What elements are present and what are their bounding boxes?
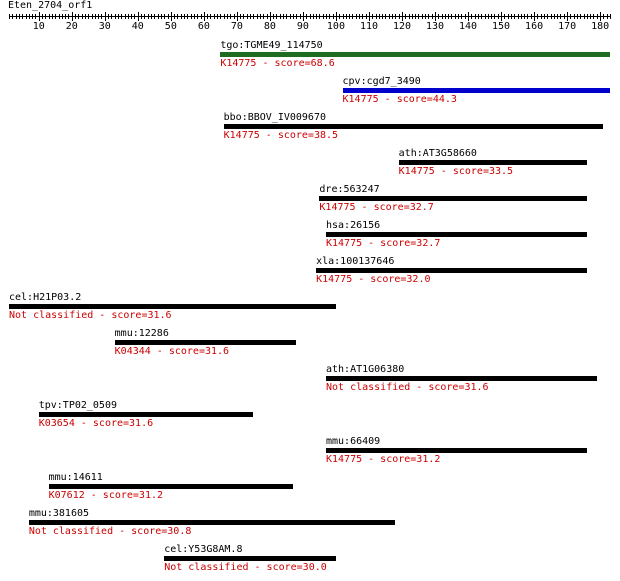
hit-name[interactable]: ath:AT3G58660 [398,148,477,159]
ruler-tick-label: 60 [197,21,210,32]
hit-name[interactable]: mmu:66409 [326,436,381,447]
ruler-tick-label: 40 [131,21,144,32]
ruler-tick-label: 20 [65,21,78,32]
hit-annotation[interactable]: Not classified - score=30.0 [164,562,327,573]
hit-annotation[interactable]: K14775 - score=44.3 [342,94,457,105]
hit-name[interactable]: dre:563247 [319,184,380,195]
hit-alignment-bar[interactable] [319,196,587,201]
hit-annotation[interactable]: K14775 - score=32.0 [316,274,431,285]
ruler-tick-label: 30 [98,21,111,32]
ruler-tick-label: 10 [32,21,45,32]
hit-annotation[interactable]: K14775 - score=31.2 [326,454,441,465]
hit-alignment-bar[interactable] [9,304,336,309]
hit-name[interactable]: cpv:cgd7_3490 [342,76,421,87]
hit-annotation[interactable]: K04344 - score=31.6 [114,346,230,357]
hit-annotation[interactable]: K14775 - score=33.5 [398,166,514,177]
hit-annotation[interactable]: Not classified - score=30.8 [28,526,192,537]
hit-name[interactable]: cel:Y53G8AM.8 [164,544,243,555]
ruler-tick-label: 100 [326,21,345,32]
hit-alignment-bar[interactable] [114,340,297,345]
ruler-tick-label: 150 [492,21,511,32]
ruler-tick-label: 80 [263,21,276,32]
hit-annotation[interactable]: K14775 - score=32.7 [326,238,441,249]
hit-name[interactable]: mmu:14611 [48,472,103,483]
hit-alignment-bar[interactable] [398,160,587,165]
hit-name[interactable]: xla:100137646 [316,256,395,267]
ruler-tick-label: 160 [525,21,544,32]
hit-alignment-bar[interactable] [28,520,396,525]
hit-alignment-bar[interactable] [342,88,610,93]
hit-alignment-bar[interactable] [220,52,610,57]
ruler-tick-label: 180 [591,21,610,32]
hit-alignment-bar[interactable] [223,124,604,129]
hit-name[interactable]: mmu:381605 [28,508,90,519]
hit-alignment-bar[interactable] [326,232,587,237]
hit-name[interactable]: tgo:TGME49_114750 [220,40,323,51]
hit-name[interactable]: cel:H21P03.2 [9,292,82,303]
hit-alignment-bar[interactable] [48,484,293,489]
hit-alignment-bar[interactable] [164,556,336,561]
position-ruler [9,12,611,21]
hit-name[interactable]: ath:AT1G06380 [326,364,405,375]
ruler-tick-label: 130 [425,21,445,32]
hit-alignment-bar[interactable] [326,448,587,453]
hit-name[interactable]: bbo:BBOV_IV009670 [223,112,326,123]
hit-annotation[interactable]: K03654 - score=31.6 [38,418,154,429]
hit-name[interactable]: tpv:TP02_0509 [38,400,117,411]
hit-annotation[interactable]: K07612 - score=31.2 [48,490,164,501]
ruler-tick-label: 140 [459,21,478,32]
hit-annotation[interactable]: K14775 - score=68.6 [220,58,335,69]
hit-name[interactable]: mmu:12286 [114,328,169,339]
ruler-tick-label: 50 [164,21,177,32]
ruler-tick-label: 90 [296,21,309,32]
ruler-tick-label: 70 [230,21,243,32]
hit-annotation[interactable]: K14775 - score=38.5 [223,130,339,141]
query-title: Eten_2704_orf1 [8,0,93,11]
hit-alignment-bar[interactable] [316,268,587,273]
ruler-tick-label: 110 [359,21,378,32]
hit-annotation[interactable]: Not classified - score=31.6 [326,382,489,393]
hit-annotation[interactable]: Not classified - score=31.6 [9,310,172,321]
ruler-tick-label: 120 [392,21,412,32]
hit-alignment-bar[interactable] [326,376,597,381]
hit-name[interactable]: hsa:26156 [326,220,381,231]
hit-alignment-bar[interactable] [38,412,254,417]
ruler-tick-label: 170 [558,21,577,32]
hit-annotation[interactable]: K14775 - score=32.7 [319,202,434,213]
